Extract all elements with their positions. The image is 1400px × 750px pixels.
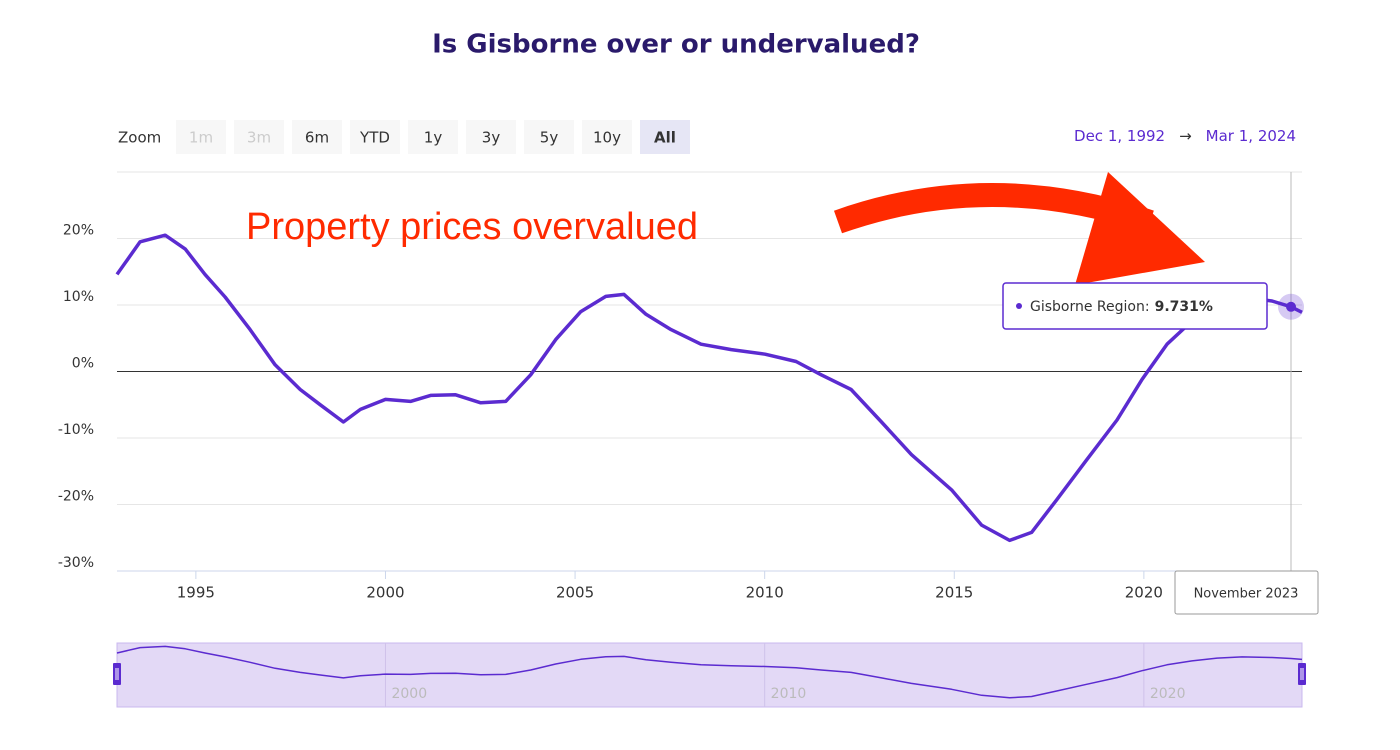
zoom-button[interactable] [292,120,342,154]
y-tick-label: -10% [58,422,94,438]
annotation-arrowhead [1075,172,1205,285]
zoom-button-label: 3m [247,129,271,147]
navigator-handle[interactable] [1298,663,1306,685]
navigator-line [116,645,1303,699]
date-range: Dec 1, 1992 → Mar 1, 2024 [1074,127,1296,145]
x-tick-label: 1995 [177,584,215,602]
navigator-tick-label: 2000 [391,686,427,702]
y-tick-label: 10% [63,289,94,305]
zoom-button[interactable] [640,120,690,154]
tooltip-bullet [1016,303,1022,309]
zoom-button [176,120,226,154]
x-tick-label: 2005 [556,584,594,602]
zoom-button-label[interactable]: 10y [593,129,621,147]
plot: -30% -20% -10% 0% 10% 20% 1995 2000 2005 2010 2015… [58,172,1305,602]
navigator-tick-label: 2020 [1150,686,1186,702]
zoom-button-label[interactable]: 3y [482,129,501,147]
x-tick-label: 2000 [366,584,404,602]
range-from: Dec 1, 1992 [1074,127,1165,145]
zoom-button-label[interactable]: YTD [359,129,390,147]
tooltip-value: 9.731% [1155,299,1213,315]
navigator-handle[interactable] [113,663,121,685]
zoom-button[interactable] [350,120,400,154]
date-box [1174,570,1319,615]
zoom-label: Zoom [118,129,161,147]
series-line [115,233,1303,543]
x-tick-label: 2015 [935,584,973,602]
y-tick-label: 0% [72,356,94,372]
range-arrow: → [1179,127,1192,145]
x-tick-label: 2010 [746,584,784,602]
tooltip-box [1002,282,1268,330]
annotation: Property prices overvalued [246,206,698,248]
y-tick-label: 20% [63,223,94,239]
zoom-button[interactable] [466,120,516,154]
navigator-tick-label: 2010 [771,686,807,702]
zoom-button [234,120,284,154]
zoom-button-label[interactable]: All [654,129,676,147]
crosshair-date: November 2023 [1194,587,1299,602]
navigator: 2000 2010 2020 [113,642,1306,708]
chart-title: Is Gisborne over or undervalued? [432,30,920,60]
zoom-button[interactable] [524,120,574,154]
zoom-button[interactable] [582,120,632,154]
range-to: Mar 1, 2024 [1206,127,1296,145]
tooltip-label: Gisborne Region: [1030,299,1150,315]
zoom-button-label[interactable]: 5y [540,129,559,147]
zoom-button[interactable] [408,120,458,154]
zoom-button-label[interactable]: 1y [424,129,443,147]
x-tick-label: 2020 [1125,584,1163,602]
y-tick-label: -30% [58,555,94,571]
y-tick-label: -20% [58,489,94,505]
zoom-button-label[interactable]: 6m [305,129,329,147]
hover-point [1286,301,1297,312]
zoom-button-label: 1m [189,129,213,147]
tooltip-text: Gisborne Region: 9.731% [1030,299,1213,315]
